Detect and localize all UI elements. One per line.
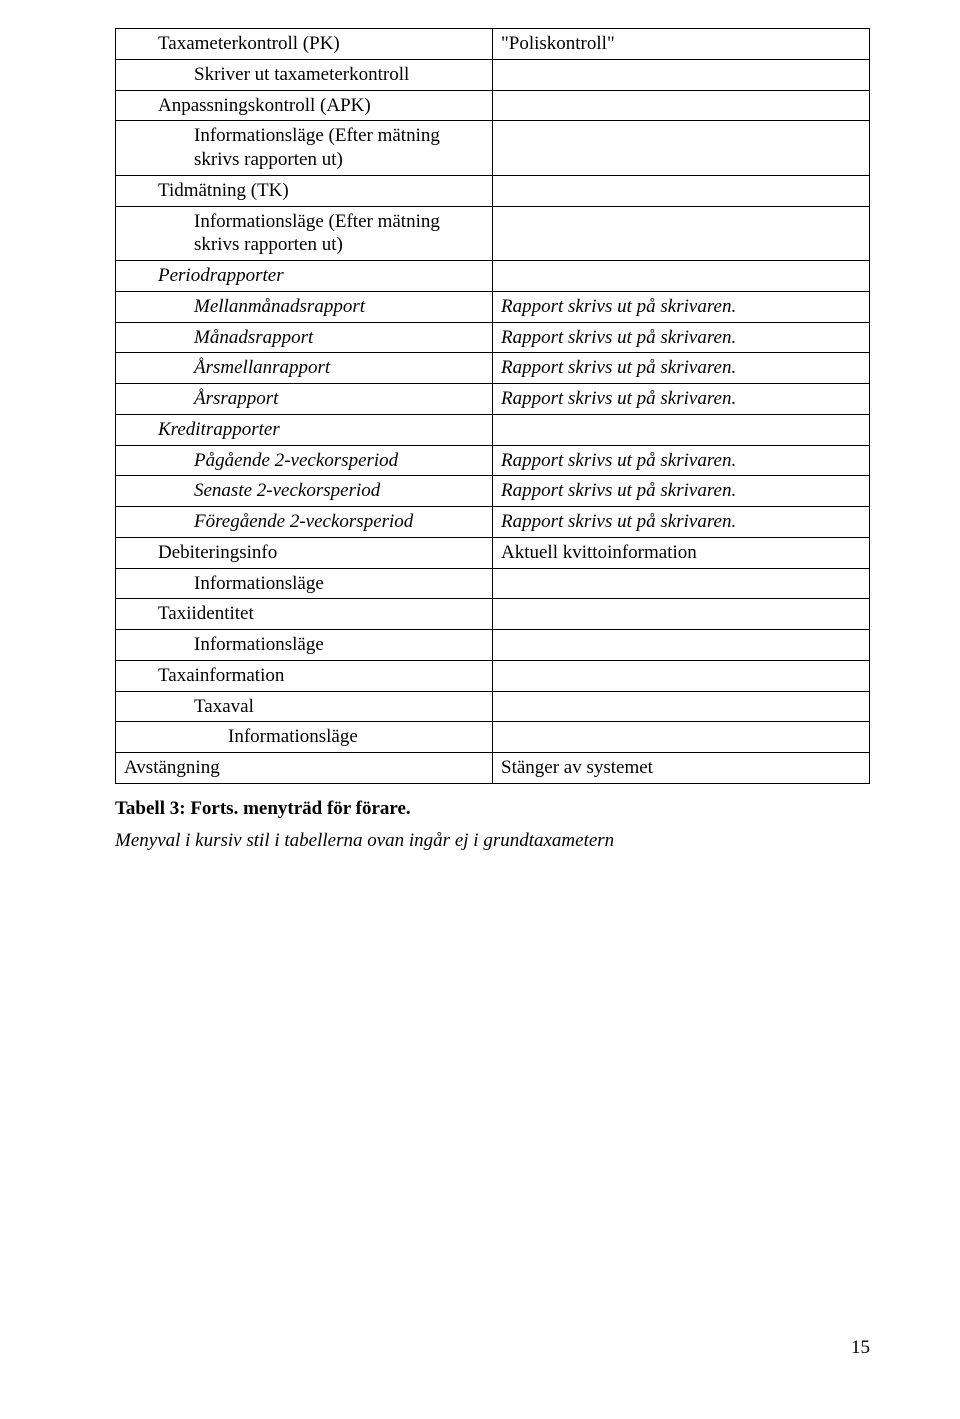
table-row: Informationsläge (Efter mätning skrivs r… <box>116 121 870 176</box>
menu-item-cell: Mellanmånadsrapport <box>116 291 493 322</box>
description-cell <box>493 90 870 121</box>
table-row: ÅrsrapportRapport skrivs ut på skrivaren… <box>116 384 870 415</box>
table-row: Tidmätning (TK) <box>116 175 870 206</box>
description-cell <box>493 599 870 630</box>
menu-item-cell: Debiteringsinfo <box>116 537 493 568</box>
description-cell <box>493 660 870 691</box>
menu-item-cell: Taxaval <box>116 691 493 722</box>
table-row: ÅrsmellanrapportRapport skrivs ut på skr… <box>116 353 870 384</box>
table-row: Taxameterkontroll (PK)"Poliskontroll" <box>116 29 870 60</box>
table-row: Anpassningskontroll (APK) <box>116 90 870 121</box>
menu-item-cell: Pågående 2-veckorsperiod <box>116 445 493 476</box>
table-row: Taxaval <box>116 691 870 722</box>
menu-item-cell: Månadsrapport <box>116 322 493 353</box>
table-row: Senaste 2-veckorsperiodRapport skrivs ut… <box>116 476 870 507</box>
menu-item-cell: Årsrapport <box>116 384 493 415</box>
description-cell <box>493 261 870 292</box>
description-cell: Aktuell kvittoinformation <box>493 537 870 568</box>
table-row: Taxainformation <box>116 660 870 691</box>
menu-item-cell: Taxiidentitet <box>116 599 493 630</box>
description-cell: Rapport skrivs ut på skrivaren. <box>493 507 870 538</box>
table-row: MellanmånadsrapportRapport skrivs ut på … <box>116 291 870 322</box>
table-row: DebiteringsinfoAktuell kvittoinformation <box>116 537 870 568</box>
description-cell <box>493 568 870 599</box>
table-row: AvstängningStänger av systemet <box>116 753 870 784</box>
menu-item-cell: Informationsläge (Efter mätning skrivs r… <box>116 121 493 176</box>
description-cell: Rapport skrivs ut på skrivaren. <box>493 384 870 415</box>
table-row: Periodrapporter <box>116 261 870 292</box>
menu-item-cell: Informationsläge <box>116 568 493 599</box>
description-cell: Stänger av systemet <box>493 753 870 784</box>
table-row: MånadsrapportRapport skrivs ut på skriva… <box>116 322 870 353</box>
description-cell <box>493 175 870 206</box>
description-cell <box>493 630 870 661</box>
table-row: Informationsläge <box>116 630 870 661</box>
table-row: Informationsläge <box>116 722 870 753</box>
description-cell: Rapport skrivs ut på skrivaren. <box>493 445 870 476</box>
description-cell <box>493 206 870 261</box>
menu-item-cell: Senaste 2-veckorsperiod <box>116 476 493 507</box>
description-cell <box>493 722 870 753</box>
menu-item-cell: Taxameterkontroll (PK) <box>116 29 493 60</box>
table-note: Menyval i kursiv stil i tabellerna ovan … <box>115 830 870 852</box>
menu-item-cell: Föregående 2-veckorsperiod <box>116 507 493 538</box>
table-row: Föregående 2-veckorsperiodRapport skrivs… <box>116 507 870 538</box>
table-row: Pågående 2-veckorsperiodRapport skrivs u… <box>116 445 870 476</box>
table-caption: Tabell 3: Forts. menyträd för förare. <box>115 798 870 820</box>
table-row: Informationsläge <box>116 568 870 599</box>
description-cell: Rapport skrivs ut på skrivaren. <box>493 322 870 353</box>
table-row: Informationsläge (Efter mätning skrivs r… <box>116 206 870 261</box>
menu-item-cell: Informationsläge <box>116 630 493 661</box>
menu-item-cell: Anpassningskontroll (APK) <box>116 90 493 121</box>
menu-item-cell: Kreditrapporter <box>116 414 493 445</box>
menu-item-cell: Informationsläge <box>116 722 493 753</box>
menu-item-cell: Periodrapporter <box>116 261 493 292</box>
description-cell <box>493 59 870 90</box>
description-cell: "Poliskontroll" <box>493 29 870 60</box>
menu-item-cell: Årsmellanrapport <box>116 353 493 384</box>
menu-item-cell: Avstängning <box>116 753 493 784</box>
description-cell <box>493 414 870 445</box>
page-number: 15 <box>851 1337 870 1359</box>
menu-tree-table: Taxameterkontroll (PK)"Poliskontroll"Skr… <box>115 28 870 784</box>
menu-item-cell: Skriver ut taxameterkontroll <box>116 59 493 90</box>
description-cell: Rapport skrivs ut på skrivaren. <box>493 291 870 322</box>
menu-item-cell: Informationsläge (Efter mätning skrivs r… <box>116 206 493 261</box>
menu-item-cell: Tidmätning (TK) <box>116 175 493 206</box>
description-cell <box>493 691 870 722</box>
menu-item-cell: Taxainformation <box>116 660 493 691</box>
description-cell: Rapport skrivs ut på skrivaren. <box>493 476 870 507</box>
table-row: Kreditrapporter <box>116 414 870 445</box>
table-row: Taxiidentitet <box>116 599 870 630</box>
description-cell: Rapport skrivs ut på skrivaren. <box>493 353 870 384</box>
table-row: Skriver ut taxameterkontroll <box>116 59 870 90</box>
description-cell <box>493 121 870 176</box>
